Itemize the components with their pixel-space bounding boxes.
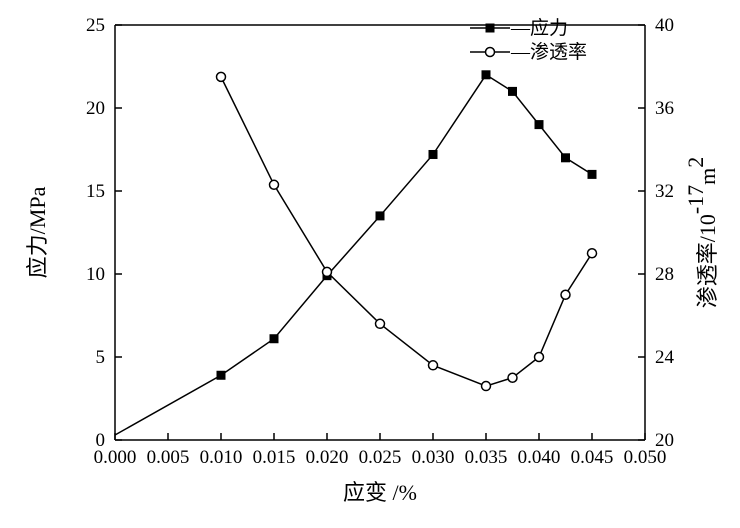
marker-square (562, 154, 570, 162)
marker-square (509, 87, 517, 95)
y-right-tick-label: 20 (655, 430, 674, 451)
x-tick-label: 0.035 (465, 447, 508, 468)
marker-square (588, 170, 596, 178)
x-tick-label: 0.040 (518, 447, 561, 468)
marker-square (376, 212, 384, 220)
marker-circle (429, 361, 438, 370)
x-tick-label: 0.045 (571, 447, 614, 468)
dual-axis-line-chart: 0.0000.0050.0100.0150.0200.0250.0300.035… (0, 0, 740, 528)
legend-marker-circle (486, 48, 495, 57)
legend-label-permeability: —渗透率 (510, 41, 587, 63)
marker-circle (376, 319, 385, 328)
marker-circle (535, 353, 544, 362)
legend-label-stress: —应力 (510, 17, 568, 39)
series-line-stress (115, 75, 592, 435)
y-left-tick-label: 15 (86, 181, 105, 202)
x-tick-label: 0.010 (200, 447, 243, 468)
y-left-tick-label: 10 (86, 264, 105, 285)
marker-square (217, 371, 225, 379)
y-left-axis-title: 应力/MPa (25, 186, 50, 278)
y-left-tick-label: 25 (86, 15, 105, 36)
marker-circle (217, 72, 226, 81)
marker-square (429, 150, 437, 158)
y-right-tick-label: 40 (655, 15, 674, 36)
y-right-tick-label: 32 (655, 181, 674, 202)
marker-circle (588, 249, 597, 258)
y-left-tick-label: 5 (96, 347, 106, 368)
marker-circle (482, 382, 491, 391)
y-right-tick-label: 28 (655, 264, 674, 285)
x-tick-label: 0.015 (253, 447, 296, 468)
marker-circle (323, 267, 332, 276)
x-tick-label: 0.025 (359, 447, 402, 468)
x-tick-label: 0.030 (412, 447, 455, 468)
marker-square (535, 121, 543, 129)
y-right-tick-label: 24 (655, 347, 675, 368)
marker-circle (270, 180, 279, 189)
marker-circle (561, 290, 570, 299)
x-tick-label: 0.020 (306, 447, 349, 468)
legend-marker-square (486, 24, 494, 32)
chart-container: 0.0000.0050.0100.0150.0200.0250.0300.035… (0, 0, 740, 528)
x-tick-label: 0.005 (147, 447, 190, 468)
marker-circle (508, 373, 517, 382)
y-right-tick-label: 36 (655, 98, 674, 119)
x-axis-title: 应变 /% (343, 480, 417, 505)
marker-square (270, 335, 278, 343)
marker-square (482, 71, 490, 79)
y-right-axis-title: 渗透率/10-17m2 (683, 157, 721, 309)
y-left-tick-label: 20 (86, 98, 105, 119)
y-left-tick-label: 0 (96, 430, 106, 451)
